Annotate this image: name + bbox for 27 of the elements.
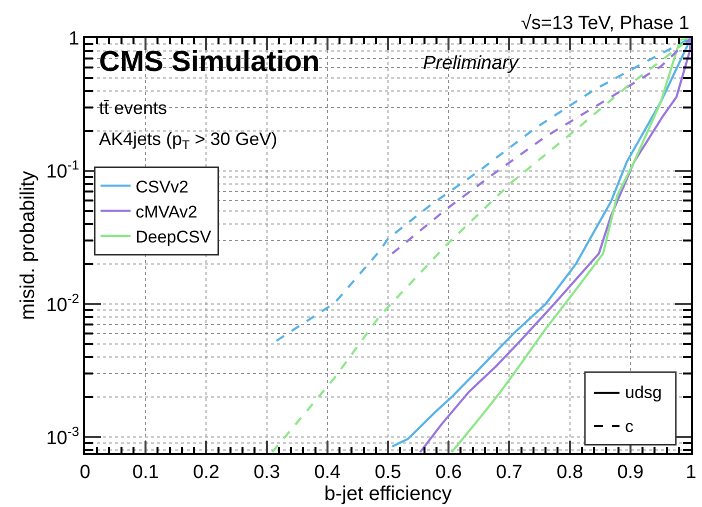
legend-label: cMVAv2 [136,202,198,222]
legend-label: DeepCSV [136,228,212,247]
annotation: c [625,417,634,436]
y-tick-label: 10$^{-3}$ [46,424,80,449]
x-tick-label: 0.1 [132,462,159,483]
legend-label: CSVv2 [136,177,189,196]
x-tick-label: 0.6 [435,462,462,483]
y-tick-label: 10$^{-2}$ [46,290,80,316]
annotation: AK4jets (p$_{T}$ > 30 GeV) [99,129,278,152]
annotation: Preliminary [423,53,520,74]
x-axis-title: b-jet efficiency [324,482,452,505]
y-tick-label: 10$^{-1}$ [46,158,80,183]
x-tick-label: 0.7 [496,462,522,483]
annotation: udsg [625,383,662,402]
text: √s=13 TeV, Phase 1 [521,13,690,34]
x-tick-label: 0 [80,462,90,483]
annotation: tt̄ events [99,98,168,118]
x-tick-label: 0.2 [192,462,220,483]
x-tick-label: 0.8 [556,462,584,483]
y-tick-label: 1 [68,28,80,50]
x-tick-label: 0.5 [374,462,402,483]
x-tick-label: 1 [686,462,696,483]
x-tick-label: 0.9 [617,462,644,483]
x-tick-label: 0.4 [314,462,342,483]
x-tick-label: 0.3 [254,462,280,483]
annotation: CMS Simulation [99,46,320,78]
y-axis-title: misid. probability [17,171,40,320]
